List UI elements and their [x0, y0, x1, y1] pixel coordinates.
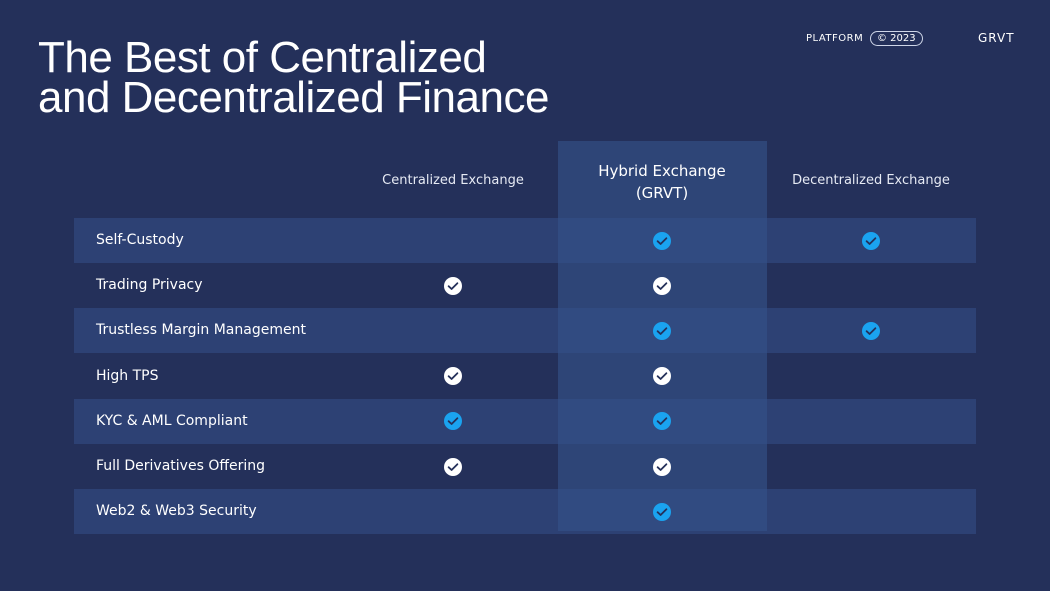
check-mark [656, 281, 668, 290]
check-mark [656, 236, 668, 245]
check-circle [444, 457, 462, 476]
check-mark [447, 372, 459, 380]
brand: GRVT [978, 31, 1015, 45]
title-line: The Best of Centralized [38, 33, 487, 82]
column-header-line: Centralized Exchange [382, 173, 524, 188]
column-header: Centralized Exchange [349, 171, 558, 191]
table-row [74, 354, 976, 399]
row-label: Trustless Margin Management [96, 322, 306, 339]
check-icon [653, 276, 671, 295]
check-circle [444, 276, 462, 295]
check-icon [653, 412, 671, 431]
table-row [74, 489, 976, 535]
check-mark [656, 462, 668, 471]
check-icon [653, 367, 671, 386]
check-circle [653, 321, 671, 340]
check-circle [653, 276, 671, 295]
check-icon [862, 321, 880, 340]
check-circle [653, 412, 671, 431]
check-circle [444, 367, 462, 386]
check-circle [653, 457, 671, 476]
check-icon [653, 231, 671, 250]
check-icon [653, 502, 671, 521]
table-row [74, 308, 976, 354]
check-icon [862, 231, 880, 250]
column-header-line: Decentralized Exchange [792, 173, 950, 188]
check-mark [447, 281, 459, 290]
check-icon [653, 457, 671, 476]
table-row [74, 218, 976, 263]
table-row [74, 263, 976, 308]
check-mark [447, 417, 459, 426]
check-icon [653, 321, 671, 340]
row-label: KYC & AML Compliant [96, 412, 248, 429]
check-mark [865, 327, 877, 335]
check-circle [862, 231, 880, 250]
table-row [74, 398, 976, 444]
copyright-pill: © 2023 [870, 31, 923, 46]
check-mark [865, 236, 877, 245]
row-label: High TPS [96, 367, 159, 384]
check-circle [653, 231, 671, 250]
row-label: Web2 & Web3 Security [96, 503, 257, 520]
title-line: and Decentralized Finance [38, 73, 549, 122]
check-icon [444, 457, 462, 476]
check-circle [653, 367, 671, 386]
check-icon [444, 276, 462, 295]
row-label: Full Derivatives Offering [96, 458, 265, 474]
row-label: Self-Custody [96, 232, 184, 248]
check-icon [444, 412, 462, 431]
check-circle [444, 412, 462, 431]
check-icon [444, 367, 462, 386]
column-header: Hybrid Exchange (GRVT) [558, 160, 767, 204]
check-mark [656, 327, 668, 335]
check-mark [656, 372, 668, 380]
section-label: PLATFORM [806, 33, 864, 44]
column-header-line: (GRVT) [635, 184, 689, 202]
column-header: Decentralized Exchange [767, 171, 976, 191]
check-circle [653, 502, 671, 521]
column-header-line: Hybrid Exchange [598, 162, 726, 180]
title: The Best of Centralized and Decentralized… [38, 33, 549, 122]
row-label: Trading Privacy [96, 277, 203, 294]
check-circle [862, 321, 880, 340]
check-mark [656, 417, 668, 426]
check-mark [447, 462, 459, 471]
check-mark [656, 507, 668, 516]
